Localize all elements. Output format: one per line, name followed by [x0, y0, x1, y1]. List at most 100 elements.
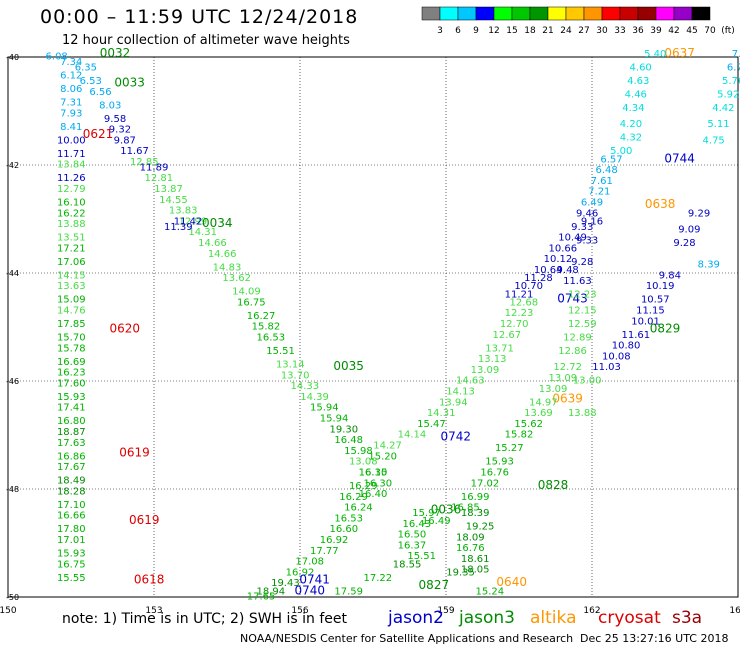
wave-height-label: 4.42 — [712, 103, 734, 114]
wave-height-label: 17.02 — [471, 478, 500, 489]
wave-height-label: 19.43 — [271, 578, 300, 589]
wave-height-label: 6.08 — [46, 52, 68, 63]
x-tick-label: 162 — [583, 606, 600, 616]
wave-height-label: 8.06 — [60, 84, 82, 95]
colorbar-swatch — [421, 6, 441, 21]
pass-time-label: 0638 — [645, 197, 676, 211]
plot-frame — [7, 56, 739, 598]
wave-height-label: 16.37 — [398, 540, 427, 551]
wave-height-label: 18.87 — [57, 427, 86, 438]
wave-height-label: 9.58 — [104, 114, 126, 125]
wave-height-label: 15.47 — [417, 419, 446, 430]
wave-height-label: 12.68 — [510, 297, 539, 308]
wave-height-label: 15.98 — [344, 446, 373, 457]
wave-height-label: 6.49 — [581, 198, 603, 209]
wave-height-label: 16.80 — [57, 416, 86, 427]
colorbar-label: 45 — [686, 26, 697, 36]
wave-height-label: 15.70 — [57, 333, 86, 344]
wave-height-label: 19.35 — [446, 567, 475, 578]
pass-time-label: 0741 — [299, 573, 330, 587]
wave-height-label: 5.00 — [610, 146, 632, 157]
colorbar-swatch — [655, 6, 675, 21]
wave-height-label: 15.82 — [252, 322, 281, 333]
wave-height-label: 10.00 — [57, 135, 86, 146]
wave-height-label: 17.60 — [57, 378, 86, 389]
wave-height-label: 12.86 — [558, 346, 587, 357]
wave-height-label: 13.09 — [548, 373, 577, 384]
wave-height-label: 9.84 — [659, 270, 681, 281]
wave-height-label: 14.63 — [456, 376, 485, 387]
wave-height-label: 6.57 — [600, 154, 622, 165]
wave-height-label: 9.16 — [581, 216, 603, 227]
wave-height-label: 12.89 — [563, 333, 592, 344]
wave-height-label: 13.09 — [471, 365, 500, 376]
wave-height-label: 8.03 — [99, 100, 121, 111]
wave-height-label: 12.79 — [57, 184, 86, 195]
wave-height-label: 16.60 — [329, 524, 358, 535]
wave-height-label: 11.03 — [592, 362, 621, 373]
colorbar-swatch — [547, 6, 567, 21]
wave-height-label: 13.00 — [573, 376, 602, 387]
wave-height-label: 15.20 — [368, 451, 397, 462]
colorbar-label: 21 — [542, 26, 553, 36]
wave-height-label: 9.46 — [576, 208, 598, 219]
wave-height-label: 15.24 — [475, 586, 504, 597]
wave-height-label: 16.30 — [359, 468, 388, 479]
wave-height-label: 15.93 — [485, 457, 514, 468]
pass-time-label: 0740 — [294, 583, 325, 597]
wave-height-label: 12.70 — [500, 319, 529, 330]
pass-time-label: 0620 — [110, 321, 141, 335]
wave-height-label: 13.13 — [478, 354, 507, 365]
wave-height-label: 9.28 — [571, 257, 593, 268]
wave-height-label: 13.83 — [169, 206, 198, 217]
wave-height-label: 18.49 — [57, 476, 86, 487]
pass-time-label: 0640 — [496, 575, 527, 589]
wave-height-label: 15.27 — [495, 443, 524, 454]
wave-height-label: 17.41 — [57, 403, 86, 414]
wave-height-label: 13.88 — [57, 219, 86, 230]
wave-height-label: 18.28 — [57, 486, 86, 497]
wave-height-label: 15.82 — [505, 430, 534, 441]
wave-height-label: 18.94 — [256, 586, 285, 597]
wave-height-label: 17.77 — [310, 546, 339, 557]
colorbar-label: 24 — [560, 26, 572, 36]
wave-height-label: 9.29 — [688, 208, 710, 219]
wave-height-label: 13.69 — [524, 408, 553, 419]
wave-height-label: 14.13 — [446, 387, 475, 398]
wave-height-label: 12.59 — [568, 319, 597, 330]
wave-height-label: 16.22 — [57, 208, 86, 219]
wave-height-label: 18.61 — [461, 554, 490, 565]
wave-height-label: 14.66 — [208, 249, 237, 260]
wave-height-label: 10.19 — [646, 281, 675, 292]
pass-time-label: 0742 — [440, 429, 471, 443]
wave-height-label: 16.99 — [461, 492, 490, 503]
wave-height-label: 19.25 — [466, 522, 495, 533]
x-tick-label: 159 — [437, 606, 454, 616]
y-tick-label: -42 — [6, 161, 19, 170]
colorbar-swatch — [457, 6, 477, 21]
wave-height-label: 14.31 — [188, 227, 217, 238]
wave-height-label: 16.66 — [57, 511, 86, 522]
wave-height-label: 17.22 — [364, 573, 393, 584]
wave-height-label: 7.21 — [588, 187, 610, 198]
wave-height-label: 16.48 — [334, 435, 363, 446]
colorbar-swatch — [619, 6, 639, 21]
wave-height-label: 16.53 — [334, 513, 363, 524]
wave-height-label: 4.20 — [620, 119, 642, 130]
colorbar-label: 42 — [668, 26, 679, 36]
wave-height-label: 16.76 — [456, 543, 485, 554]
wave-height-label: 14.97 — [529, 397, 558, 408]
wave-height-label: 17.59 — [334, 586, 363, 597]
wave-height-label: 6.48 — [595, 165, 617, 176]
wave-height-label: 15.78 — [57, 343, 86, 354]
wave-height-label: 4.60 — [630, 63, 652, 74]
wave-height-label: 11.42 — [174, 216, 203, 227]
pass-time-label: 0032 — [100, 46, 131, 60]
wave-height-label: 16.43 — [402, 519, 431, 530]
wave-height-label: 5.11 — [707, 119, 729, 130]
wave-height-label: 16.29 — [349, 481, 378, 492]
wave-height-label: 14.15 — [57, 270, 86, 281]
wave-height-label: 16.92 — [286, 567, 315, 578]
wave-height-label: 12.72 — [553, 362, 582, 373]
wave-height-label: 16.53 — [256, 333, 285, 344]
